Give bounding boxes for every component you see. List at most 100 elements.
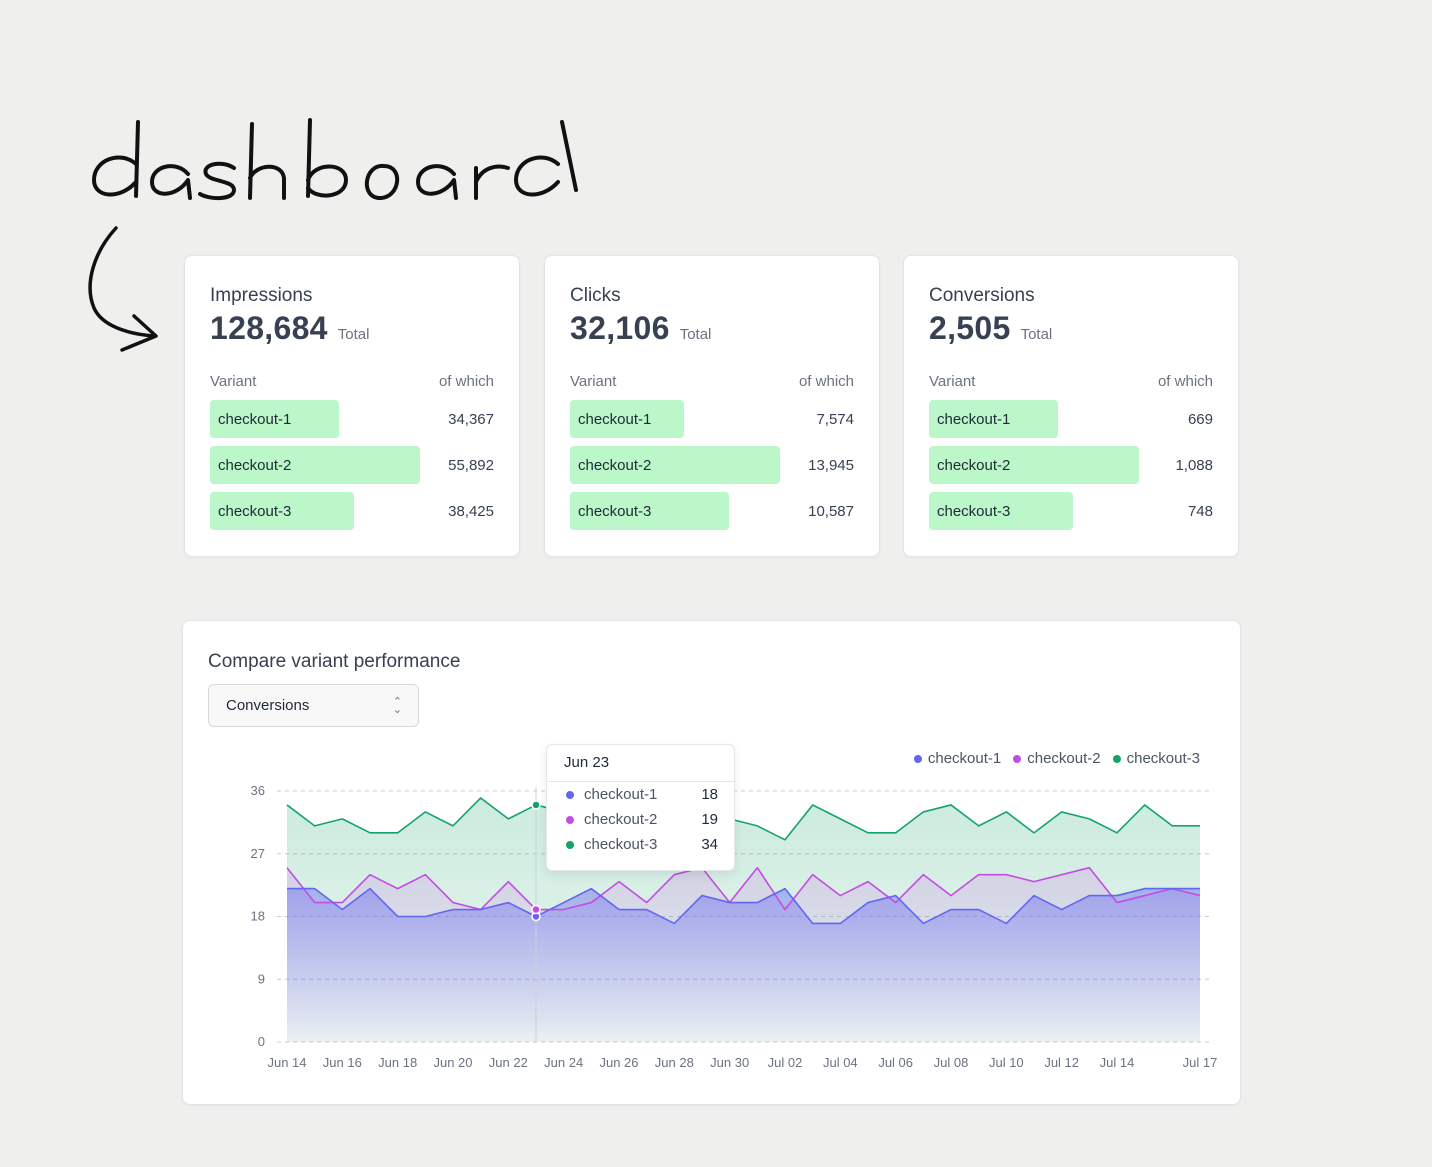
x-tick-label: Jul 08 bbox=[934, 1055, 969, 1070]
legend-item[interactable]: checkout-3 bbox=[1112, 750, 1200, 767]
series-line-checkout-3 bbox=[286, 797, 1200, 841]
x-tick-label: Jul 17 bbox=[1183, 1055, 1218, 1070]
legend-label: checkout-3 bbox=[1126, 750, 1200, 767]
kpi-value: 2,505 bbox=[929, 310, 1011, 346]
legend-label: checkout-1 bbox=[927, 750, 1002, 767]
series-area-checkout-1 bbox=[287, 888, 1200, 1042]
handwritten-arrow bbox=[88, 226, 158, 352]
variant-bar bbox=[570, 492, 729, 530]
series-line-checkout-1 bbox=[287, 887, 1200, 925]
y-tick-label: 9 bbox=[258, 971, 265, 986]
tooltip-dot bbox=[566, 790, 574, 799]
variant-row: checkout-1 7,574 bbox=[570, 400, 854, 438]
x-tick-label: Jun 30 bbox=[710, 1055, 749, 1070]
legend-label: checkout-2 bbox=[1027, 750, 1101, 767]
variant-bar bbox=[929, 400, 1058, 438]
legend-dot bbox=[913, 754, 922, 763]
variant-value: 1,088 bbox=[1175, 456, 1213, 474]
share-header: of which bbox=[1157, 373, 1213, 390]
y-tick-label: 18 bbox=[251, 909, 265, 924]
variant-header: Variant bbox=[929, 373, 976, 390]
variant-name: checkout-2 bbox=[578, 456, 652, 474]
kpi-total-label: Total bbox=[337, 326, 370, 343]
legend-item[interactable]: checkout-2 bbox=[1013, 750, 1101, 767]
variant-row: checkout-2 55,892 bbox=[210, 446, 494, 484]
tooltip-row: checkout-1 18 bbox=[547, 782, 734, 807]
chart-tooltip: Jun 23 checkout-1 18 checkout-2 19 checkou… bbox=[546, 744, 735, 871]
variant-name: checkout-2 bbox=[218, 456, 292, 474]
share-header: of which bbox=[438, 373, 494, 390]
y-tick-label: 27 bbox=[251, 846, 265, 861]
kpi-total-label: Total bbox=[679, 326, 712, 343]
variant-name: checkout-2 bbox=[937, 456, 1011, 474]
variant-bar bbox=[929, 446, 1139, 484]
x-tick-label: Jun 24 bbox=[544, 1055, 583, 1070]
x-tick-label: Jul 04 bbox=[823, 1055, 858, 1070]
tooltip-row: checkout-3 34 bbox=[547, 832, 734, 857]
variant-name: checkout-3 bbox=[578, 502, 652, 520]
variant-value: 34,367 bbox=[448, 410, 494, 428]
variant-row: checkout-2 13,945 bbox=[570, 446, 854, 484]
tooltip-name: checkout-2 bbox=[584, 811, 658, 828]
variant-bar bbox=[570, 446, 780, 484]
legend-item[interactable]: checkout-1 bbox=[913, 750, 1002, 767]
kpi-label: Clicks bbox=[570, 285, 621, 306]
variant-value: 55,892 bbox=[448, 456, 494, 474]
variant-row: checkout-3 10,587 bbox=[570, 492, 854, 530]
kpi-label: Conversions bbox=[929, 285, 1035, 306]
variant-bar bbox=[210, 400, 339, 438]
kpi-card-conversions: Conversions 2,505 Total Variant of which… bbox=[903, 255, 1239, 557]
metric-select[interactable]: Conversions ⌃ ⌄ bbox=[208, 684, 419, 727]
area-chart[interactable]: 0 9 18 27 36 Jun 14 Jun 16 Jun 18 Jun 20 Jun 22 Ju… bbox=[183, 621, 1242, 1106]
kpi-total-label: Total bbox=[1020, 326, 1053, 343]
variant-bar bbox=[210, 446, 420, 484]
metric-select-value: Conversions bbox=[226, 697, 310, 714]
variant-bar bbox=[929, 492, 1073, 530]
x-tick-label: Jul 06 bbox=[878, 1055, 913, 1070]
variant-row: checkout-2 1,088 bbox=[929, 446, 1213, 484]
variant-value: 10,587 bbox=[808, 502, 854, 520]
tooltip-name: checkout-3 bbox=[584, 836, 658, 853]
tooltip-date: Jun 23 bbox=[547, 745, 734, 782]
series-line-checkout-2 bbox=[286, 866, 1201, 911]
variant-row: checkout-1 34,367 bbox=[210, 400, 494, 438]
legend-dot bbox=[1112, 754, 1121, 763]
variant-value: 7,574 bbox=[816, 410, 854, 428]
x-tick-label: Jun 26 bbox=[599, 1055, 638, 1070]
tooltip-value: 34 bbox=[701, 836, 718, 853]
variant-name: checkout-1 bbox=[218, 410, 292, 428]
tooltip-row: checkout-2 19 bbox=[547, 807, 734, 832]
x-tick-label: Jun 22 bbox=[489, 1055, 528, 1070]
variant-value: 748 bbox=[1187, 502, 1213, 520]
y-tick-label: 36 bbox=[251, 783, 265, 798]
x-tick-label: Jul 14 bbox=[1100, 1055, 1135, 1070]
kpi-card-impressions: Impressions 128,684 Total Variant of whi… bbox=[184, 255, 520, 557]
x-tick-label: Jul 12 bbox=[1044, 1055, 1079, 1070]
variant-name: checkout-3 bbox=[937, 502, 1011, 520]
variant-value: 669 bbox=[1187, 410, 1213, 428]
chart-legend: checkout-1 checkout-2 checkout-3 bbox=[913, 750, 1200, 767]
x-tick-label: Jun 18 bbox=[378, 1055, 417, 1070]
variant-row: checkout-3 748 bbox=[929, 492, 1213, 530]
x-tick-label: Jun 28 bbox=[655, 1055, 694, 1070]
x-tick-label: Jun 20 bbox=[433, 1055, 472, 1070]
x-tick-label: Jun 14 bbox=[267, 1055, 306, 1070]
variant-value: 38,425 bbox=[448, 502, 494, 520]
kpi-label: Impressions bbox=[210, 285, 313, 306]
kpi-value: 32,106 bbox=[570, 310, 670, 346]
handwritten-title bbox=[92, 118, 578, 201]
kpi-card-clicks: Clicks 32,106 Total Variant of which che… bbox=[544, 255, 880, 557]
legend-dot bbox=[1013, 754, 1022, 763]
share-header: of which bbox=[798, 373, 854, 390]
kpi-value: 128,684 bbox=[210, 310, 328, 346]
x-tick-label: Jul 02 bbox=[768, 1055, 803, 1070]
variant-row: checkout-3 38,425 bbox=[210, 492, 494, 530]
highlight-point-checkout-3 bbox=[531, 800, 541, 810]
variant-row: checkout-1 669 bbox=[929, 400, 1213, 438]
x-tick-label: Jul 10 bbox=[989, 1055, 1024, 1070]
chevron-up-down-icon: ⌃ ⌄ bbox=[392, 695, 402, 716]
variant-bar bbox=[570, 400, 684, 438]
variant-name: checkout-1 bbox=[578, 410, 652, 428]
variant-value: 13,945 bbox=[808, 456, 854, 474]
highlight-point-checkout-2 bbox=[531, 904, 541, 915]
